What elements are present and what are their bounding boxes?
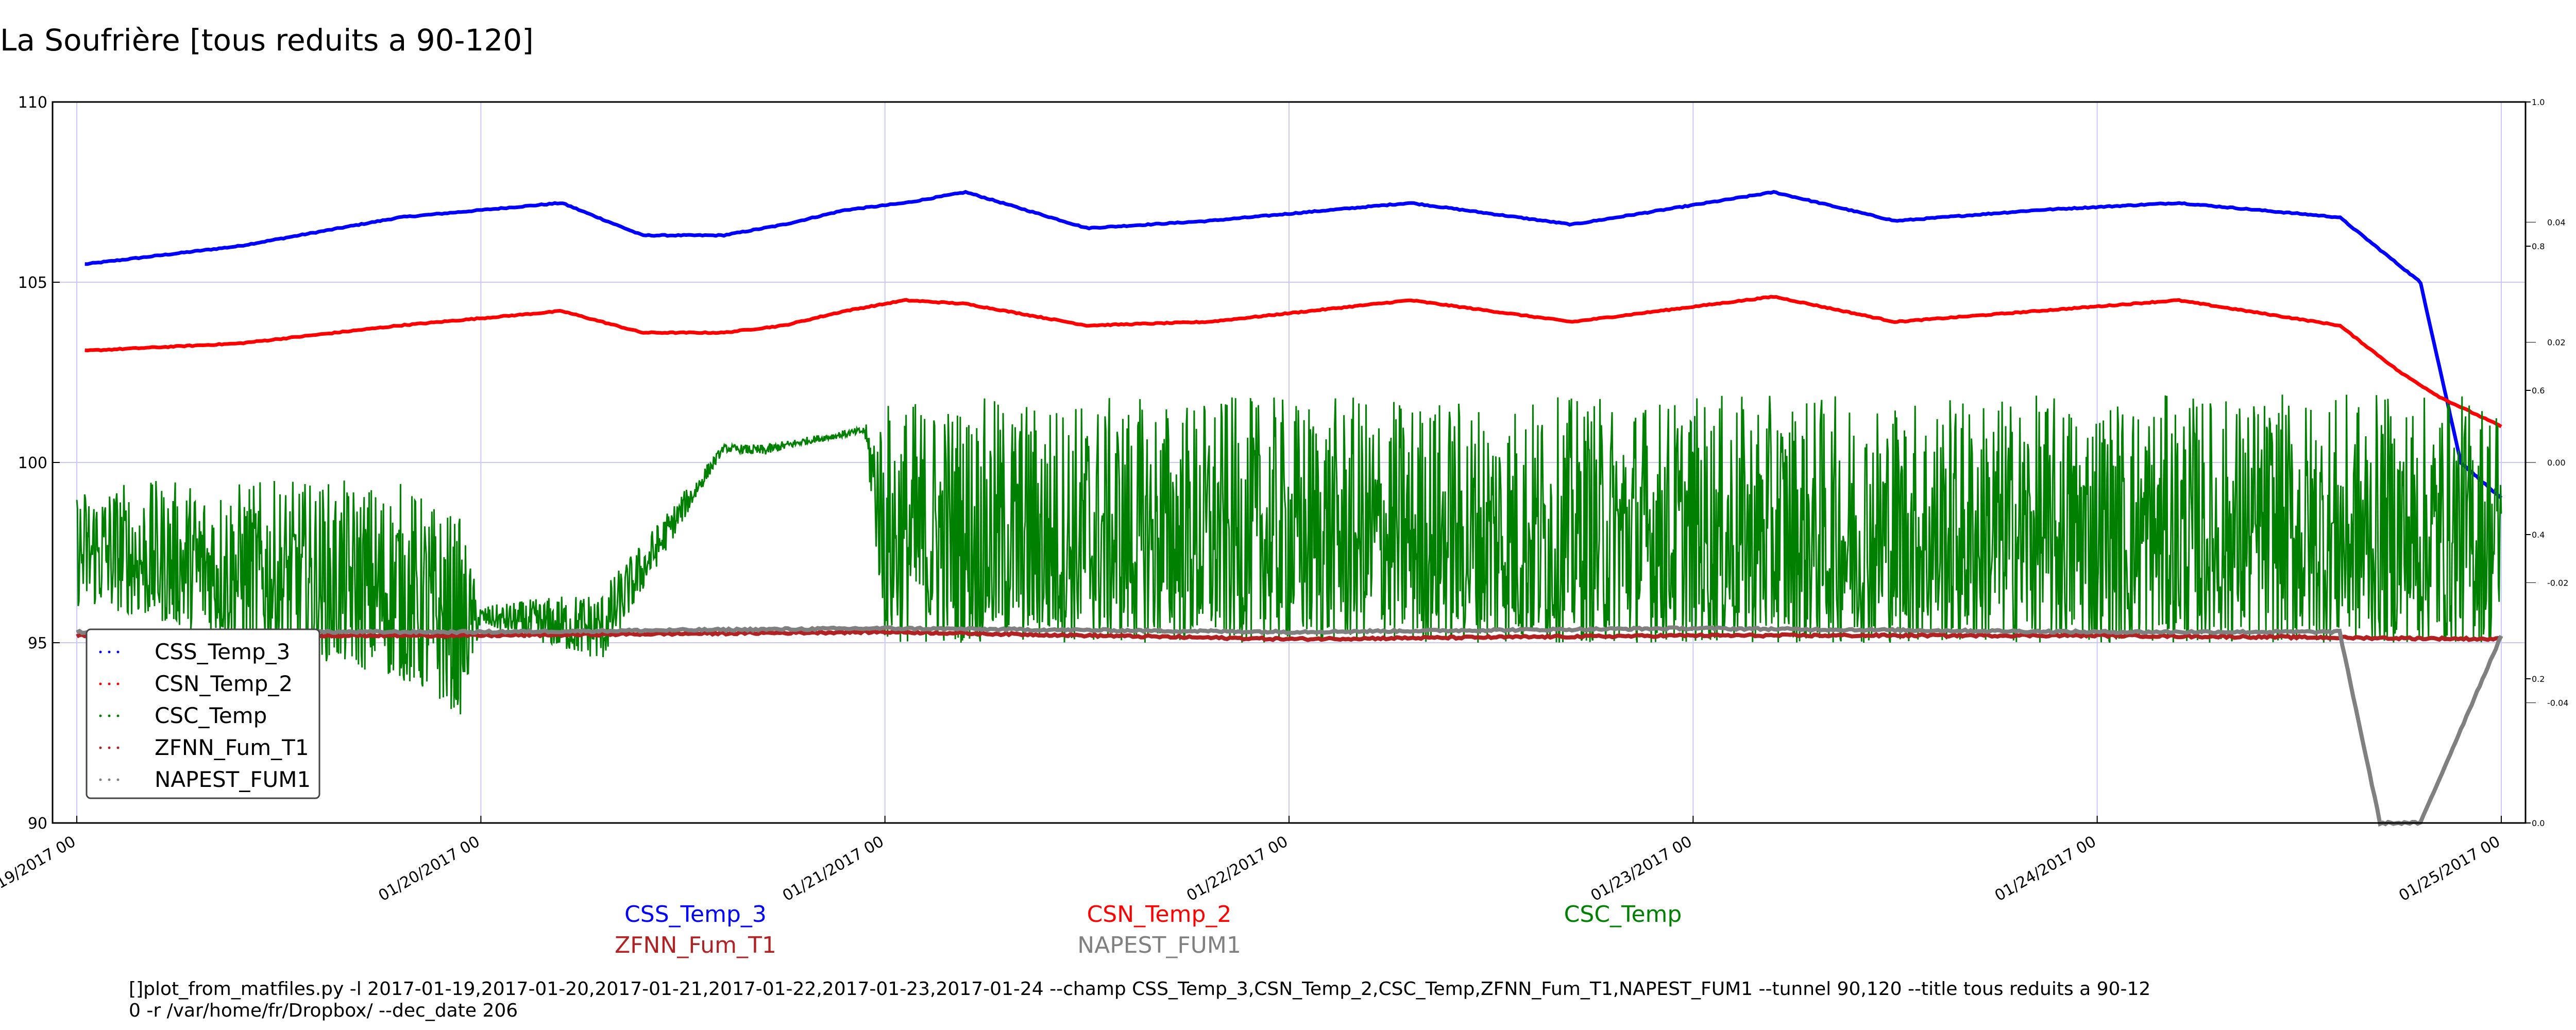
x-axis: 01/19/2017 00 01/20/2017 00 01/21/2017 00 0… [0,816,2503,905]
series-NAPEST_FUM1 [76,625,2503,827]
y-tick-label: 95 [28,634,47,653]
legend-item: CSN_Temp_2 [99,671,293,696]
x-tick-label: 01/23/2017 00 [1588,833,1696,905]
x-tick-label: 01/19/2017 00 [0,833,79,905]
legend-label: NAPEST_FUM1 [155,767,311,792]
series-name-label: ZFNN_Fum_T1 [615,932,776,958]
y2-tick-label: 0.8 [2532,242,2545,251]
legend-marker [116,746,120,749]
series-name-labels: CSS_Temp_3 CSN_Temp_2 CSC_Temp ZFNN_Fum_T1 N… [615,901,1682,958]
series-line-CSC_Temp [76,394,2502,715]
legend-marker [116,714,120,717]
legend-label: ZFNN_Fum_T1 [155,735,309,760]
y-tick-label: 105 [18,274,47,292]
legend-marker [99,746,102,749]
y2-tick-label: 0.4 [2532,530,2545,540]
x-tick-label: 01/22/2017 00 [1183,833,1291,905]
plot-series [76,190,2503,827]
y2-tick-label: 0.6 [2532,386,2545,396]
command-line-text: 0 -r /var/home/fr/Dropbox/ --dec_date 20… [129,1000,518,1021]
legend-marker [99,778,102,781]
secondary-y-axis: 0.0 0.2 0.4 0.6 0.8 1.0 -0.04 -0.02 0.00 0.02 0.04 [2526,97,2568,828]
legend-label: CSS_Temp_3 [155,639,290,664]
y3-tick-label: 0.04 [2547,217,2566,227]
y3-tick-label: 0.02 [2547,338,2566,348]
series-CSC_Temp [76,394,2502,715]
legend-marker [116,778,120,781]
legend: CSS_Temp_3 CSN_Temp_2 CSC_Temp ZFNN_Fum_T1 N… [86,628,320,799]
series-name-label: CSC_Temp [1564,901,1682,928]
x-tick-label: 01/25/2017 00 [2396,833,2503,905]
legend-marker [99,682,102,685]
legend-marker [116,682,120,685]
legend-marker [108,746,111,749]
legend-item: CSC_Temp [99,703,267,728]
chart-title: La Soufrière [tous reduits a 90-120] [0,23,534,58]
legend-marker [116,650,120,654]
legend-marker [108,714,111,717]
legend-item: CSS_Temp_3 [99,639,290,664]
y-tick-label: 110 [18,94,47,112]
series-ZFNN_Fum_T1 [76,629,2502,642]
series-name-label: CSS_Temp_3 [624,901,767,928]
legend-label: CSN_Temp_2 [155,671,293,696]
series-line-NAPEST_FUM1 [76,625,2503,827]
legend-marker [108,650,111,654]
y2-tick-label: 1.0 [2532,97,2545,107]
legend-item: NAPEST_FUM1 [99,767,311,792]
x-tick-label: 01/24/2017 00 [1992,833,2099,905]
series-CSN_Temp_2 [84,295,2502,428]
series-line-CSS_Temp_3 [84,190,2503,500]
legend-box [86,628,320,799]
legend-marker [108,682,111,685]
y2-tick-label: 0.2 [2532,674,2545,684]
x-tick-label: 01/21/2017 00 [779,833,887,905]
command-line-text: []plot_from_matfiles.py -l 2017-01-19,20… [129,978,2150,1000]
y-axis: 90 95 100 105 110 [18,94,60,833]
legend-marker [99,714,102,717]
legend-marker [99,650,102,654]
y2-tick-label: 0.0 [2532,818,2545,828]
legend-item: ZFNN_Fum_T1 [99,735,309,760]
y3-tick-label: -0.04 [2547,698,2568,708]
y-tick-label: 100 [18,454,47,472]
series-line-ZFNN_Fum_T1 [76,629,2502,642]
y3-tick-label: -0.02 [2547,578,2568,588]
command-line: []plot_from_matfiles.py -l 2017-01-19,20… [129,978,2150,1021]
series-name-label: CSN_Temp_2 [1087,901,1232,928]
legend-marker [108,778,111,781]
y3-tick-label: 0.00 [2547,458,2566,468]
y-tick-label: 90 [28,815,47,833]
legend-label: CSC_Temp [155,703,267,728]
series-name-label: NAPEST_FUM1 [1077,932,1241,958]
x-tick-label: 01/20/2017 00 [376,833,483,905]
series-line-CSN_Temp_2 [84,295,2502,428]
series-CSS_Temp_3 [84,190,2503,500]
